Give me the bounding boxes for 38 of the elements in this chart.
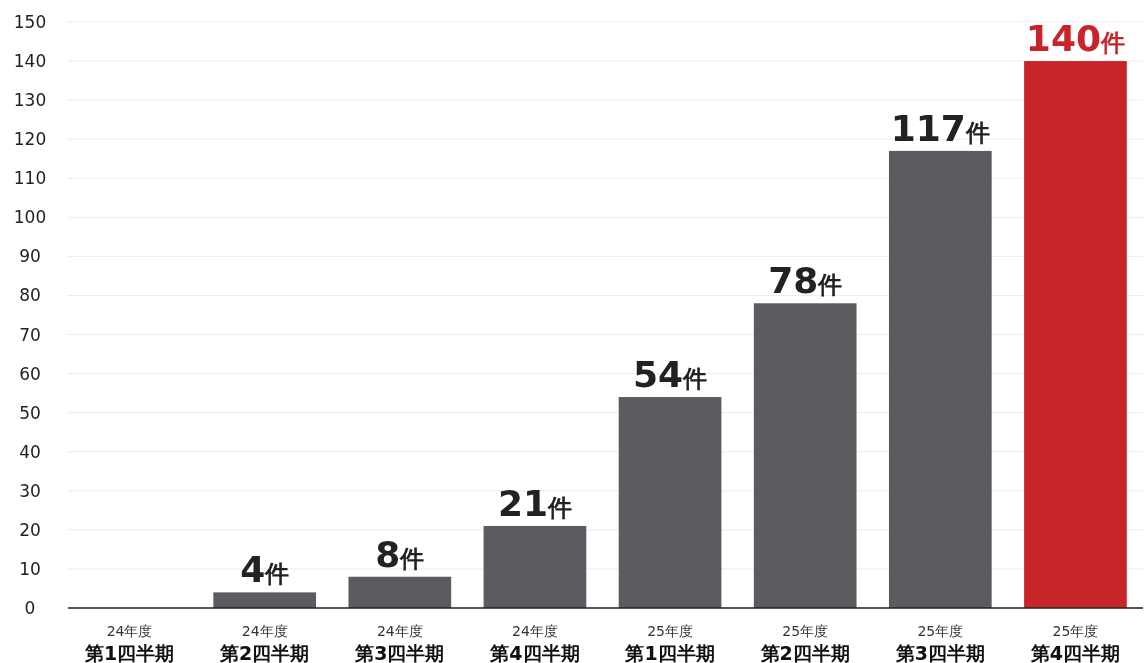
x-tick-label: 24年度第2四半期: [219, 623, 310, 663]
x-tick-label: 24年度第4四半期: [489, 623, 580, 663]
data-label: 140件: [1025, 18, 1126, 60]
bar: [618, 397, 722, 608]
y-tick-label: 130: [13, 90, 47, 111]
x-tick-label: 25年度第3四半期: [894, 623, 985, 663]
y-tick-label: 40: [19, 441, 41, 462]
y-tick-label: 50: [19, 402, 41, 423]
data-label: 4件: [240, 549, 290, 591]
y-tick-label: 90: [19, 246, 41, 267]
y-tick-label: 80: [19, 285, 41, 306]
y-tick-label: 100: [13, 207, 47, 228]
y-tick-label: 20: [19, 519, 41, 540]
bar: [483, 525, 587, 608]
x-tick-label: 25年度第1四半期: [624, 623, 715, 663]
bar: [753, 303, 857, 608]
x-tick-label: 25年度第2四半期: [759, 623, 850, 663]
y-tick-label: 60: [19, 363, 41, 384]
data-label: 21件: [497, 482, 572, 524]
y-tick-label: 10: [19, 558, 41, 579]
y-tick-label: 30: [19, 480, 41, 501]
y-tick-label: 150: [13, 12, 47, 32]
data-label: 54件: [633, 354, 708, 396]
x-tick-label: 24年度第3四半期: [354, 623, 445, 663]
y-tick-label: 0: [24, 598, 36, 618]
data-label: 117件: [890, 107, 990, 149]
y-tick-label: 110: [13, 168, 47, 189]
x-tick-label: 24年度第1四半期: [83, 623, 175, 663]
bar: [888, 150, 992, 608]
bar: [348, 576, 452, 608]
y-tick-label: 70: [19, 324, 41, 345]
bar: [1024, 61, 1127, 608]
y-tick-label: 120: [13, 129, 47, 150]
x-tick-label: 25年度第4四半期: [1029, 623, 1121, 663]
data-label: 8件: [375, 533, 425, 575]
bar: [213, 592, 317, 608]
y-tick-label: 140: [13, 51, 47, 72]
data-label: 78件: [768, 260, 843, 302]
